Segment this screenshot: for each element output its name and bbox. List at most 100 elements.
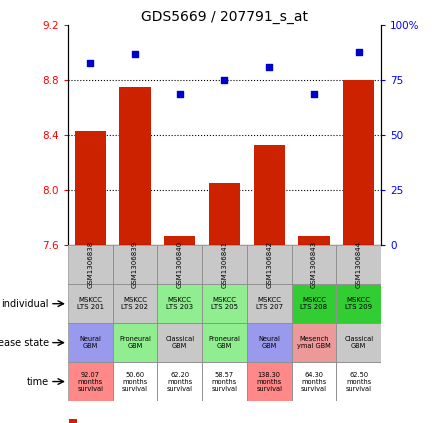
Point bbox=[87, 59, 94, 66]
Bar bbox=[292, 245, 336, 284]
Text: 92.07
months
survival: 92.07 months survival bbox=[77, 371, 103, 392]
Bar bbox=[292, 284, 336, 323]
Bar bbox=[202, 362, 247, 401]
Bar bbox=[157, 323, 202, 362]
Point bbox=[311, 90, 318, 97]
Text: 58.57
months
survival: 58.57 months survival bbox=[212, 371, 237, 392]
Bar bbox=[336, 284, 381, 323]
Bar bbox=[157, 362, 202, 401]
Text: 62.50
months
survival: 62.50 months survival bbox=[346, 371, 372, 392]
Text: 138.30
months
survival: 138.30 months survival bbox=[256, 371, 282, 392]
Bar bbox=[68, 323, 113, 362]
Bar bbox=[247, 323, 292, 362]
Bar bbox=[247, 323, 292, 362]
Bar bbox=[68, 245, 113, 284]
Text: 50.60
months
survival: 50.60 months survival bbox=[122, 371, 148, 392]
Bar bbox=[292, 284, 336, 323]
Bar bbox=[247, 362, 292, 401]
Text: Proneural
GBM: Proneural GBM bbox=[208, 336, 240, 349]
Bar bbox=[157, 245, 202, 284]
Bar bbox=[247, 284, 292, 323]
Point bbox=[221, 77, 228, 84]
Bar bbox=[247, 245, 292, 284]
Bar bbox=[247, 284, 292, 323]
Bar bbox=[157, 284, 202, 323]
Text: GSM1306843: GSM1306843 bbox=[311, 241, 317, 288]
Bar bbox=[70, 419, 77, 423]
Bar bbox=[292, 362, 336, 401]
Text: GSM1306839: GSM1306839 bbox=[132, 241, 138, 288]
Bar bbox=[336, 284, 381, 323]
Text: Proneural
GBM: Proneural GBM bbox=[119, 336, 151, 349]
Bar bbox=[343, 80, 374, 245]
Bar bbox=[157, 284, 202, 323]
Text: Neural
GBM: Neural GBM bbox=[79, 336, 101, 349]
Bar bbox=[298, 236, 330, 245]
Bar bbox=[202, 245, 247, 284]
Point bbox=[266, 64, 273, 71]
Text: MSKCC
LTS 203: MSKCC LTS 203 bbox=[166, 297, 193, 310]
Bar bbox=[157, 323, 202, 362]
Bar bbox=[113, 284, 157, 323]
Text: Classical
GBM: Classical GBM bbox=[344, 336, 373, 349]
Bar bbox=[202, 323, 247, 362]
Bar bbox=[202, 323, 247, 362]
Bar bbox=[247, 245, 292, 284]
Bar bbox=[113, 245, 157, 284]
Text: Mesench
ymal GBM: Mesench ymal GBM bbox=[297, 336, 331, 349]
Bar bbox=[119, 87, 151, 245]
Bar bbox=[202, 284, 247, 323]
Title: GDS5669 / 207791_s_at: GDS5669 / 207791_s_at bbox=[141, 10, 308, 25]
Bar bbox=[68, 323, 113, 362]
Bar bbox=[68, 362, 113, 401]
Point bbox=[355, 48, 362, 55]
Text: GSM1306840: GSM1306840 bbox=[177, 241, 183, 288]
Bar bbox=[68, 284, 113, 323]
Bar bbox=[113, 323, 157, 362]
Bar bbox=[336, 323, 381, 362]
Bar bbox=[113, 245, 157, 284]
Bar bbox=[292, 323, 336, 362]
Text: GSM1306844: GSM1306844 bbox=[356, 241, 362, 288]
Bar bbox=[336, 362, 381, 401]
Text: Classical
GBM: Classical GBM bbox=[165, 336, 194, 349]
Text: individual: individual bbox=[2, 299, 49, 309]
Bar bbox=[68, 362, 113, 401]
Text: disease state: disease state bbox=[0, 338, 49, 348]
Text: GSM1306838: GSM1306838 bbox=[87, 241, 93, 288]
Text: MSKCC
LTS 209: MSKCC LTS 209 bbox=[345, 297, 372, 310]
Bar bbox=[254, 145, 285, 245]
Text: MSKCC
LTS 202: MSKCC LTS 202 bbox=[121, 297, 148, 310]
Bar bbox=[157, 245, 202, 284]
Bar bbox=[336, 245, 381, 284]
Bar bbox=[157, 362, 202, 401]
Bar bbox=[113, 362, 157, 401]
Text: MSKCC
LTS 208: MSKCC LTS 208 bbox=[300, 297, 328, 310]
Bar bbox=[113, 323, 157, 362]
Bar bbox=[292, 323, 336, 362]
Point bbox=[176, 90, 183, 97]
Bar bbox=[292, 362, 336, 401]
Bar bbox=[336, 362, 381, 401]
Bar bbox=[68, 245, 113, 284]
Bar bbox=[113, 284, 157, 323]
Text: MSKCC
LTS 201: MSKCC LTS 201 bbox=[77, 297, 104, 310]
Bar bbox=[68, 284, 113, 323]
Point bbox=[131, 51, 138, 58]
Bar bbox=[164, 236, 195, 245]
Bar bbox=[202, 245, 247, 284]
Text: GSM1306842: GSM1306842 bbox=[266, 241, 272, 288]
Bar bbox=[113, 362, 157, 401]
Bar bbox=[202, 362, 247, 401]
Bar bbox=[292, 245, 336, 284]
Text: Neural
GBM: Neural GBM bbox=[258, 336, 280, 349]
Text: MSKCC
LTS 207: MSKCC LTS 207 bbox=[256, 297, 283, 310]
Text: 64.30
months
survival: 64.30 months survival bbox=[301, 371, 327, 392]
Bar bbox=[202, 284, 247, 323]
Text: time: time bbox=[27, 376, 49, 387]
Bar bbox=[247, 362, 292, 401]
Text: GSM1306841: GSM1306841 bbox=[222, 241, 227, 288]
Bar bbox=[336, 323, 381, 362]
Text: 62.20
months
survival: 62.20 months survival bbox=[167, 371, 193, 392]
Bar bbox=[336, 245, 381, 284]
